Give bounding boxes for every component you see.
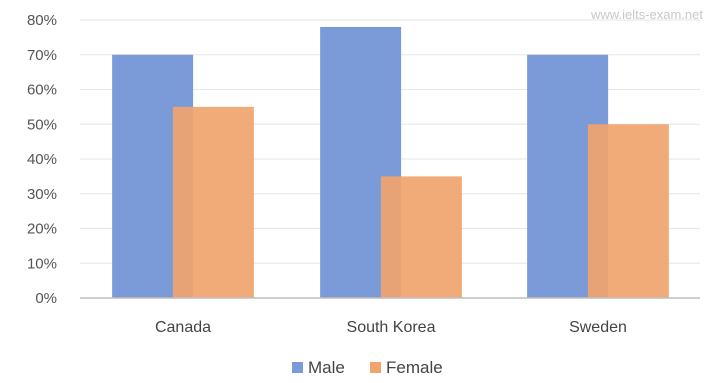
- legend-swatch-female: [370, 362, 381, 373]
- y-tick-label: 20%: [27, 221, 57, 238]
- y-tick-label: 50%: [27, 116, 57, 133]
- y-tick-label: 80%: [27, 12, 57, 29]
- bar-female-sweden: [587, 124, 669, 298]
- y-tick-label: 40%: [27, 151, 57, 168]
- y-tick-label: 0%: [35, 290, 57, 307]
- x-category-label: Canada: [155, 319, 211, 336]
- x-category-label: Sweden: [569, 319, 627, 336]
- watermark-text: www.ielts-exam.net: [590, 7, 703, 22]
- bar-female-canada: [172, 106, 254, 298]
- legend-swatch-male: [292, 362, 303, 373]
- y-axis-ticks: 0% 10% 20% 30% 40% 50% 60% 70% 80%: [27, 12, 57, 307]
- y-tick-label: 70%: [27, 47, 57, 64]
- x-axis-categories: Canada South Korea Sweden: [155, 319, 627, 336]
- x-category-label: South Korea: [347, 319, 436, 336]
- y-tick-label: 30%: [27, 186, 57, 203]
- y-tick-label: 10%: [27, 255, 57, 272]
- legend-label-male: Male: [308, 358, 345, 377]
- legend-label-female: Female: [386, 358, 443, 377]
- y-tick-label: 60%: [27, 82, 57, 99]
- legend: Male Female: [292, 358, 443, 377]
- bars: [112, 26, 669, 298]
- bar-female-south-korea: [380, 176, 462, 298]
